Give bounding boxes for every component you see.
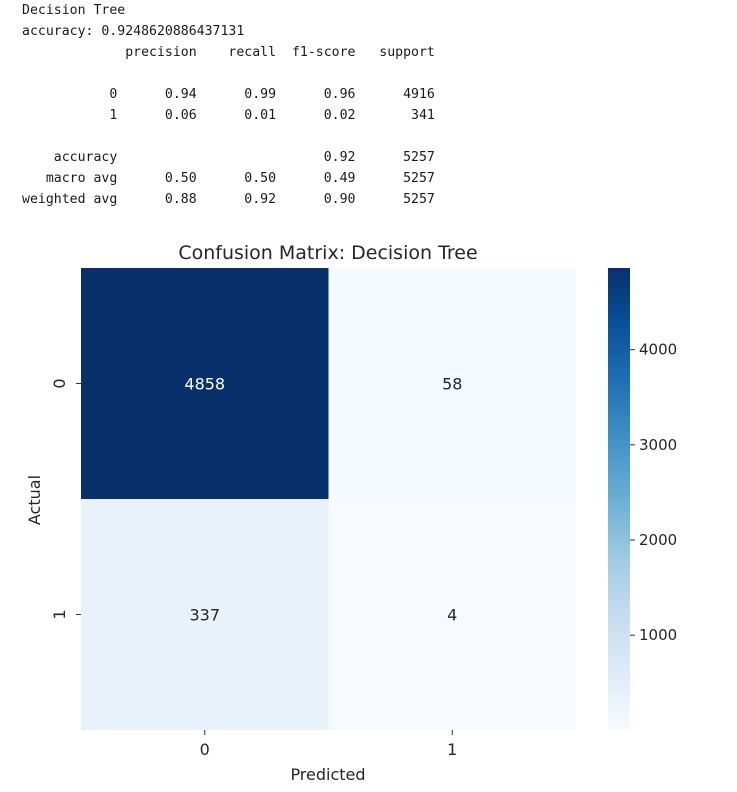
accuracy-line: accuracy: 0.9248620886437131 (22, 24, 245, 39)
y-tick-label: 0 (50, 378, 69, 388)
x-tick-label: 0 (200, 740, 210, 759)
heatmap-cell (81, 268, 329, 499)
axis-ticks: 0 1 0 1 (50, 378, 457, 759)
heatmap-cell (328, 268, 576, 499)
cell-value-label: 58 (442, 375, 462, 394)
x-tick-label: 1 (447, 740, 457, 759)
colorbar-tick-label: 1000 (639, 626, 677, 644)
cell-value-label: 337 (189, 606, 220, 625)
colorbar-tick-label: 2000 (639, 531, 677, 549)
heatmap-cell (328, 499, 576, 730)
chart-title: Confusion Matrix: Decision Tree (178, 242, 477, 264)
cell-value-label: 4858 (184, 375, 225, 394)
colorbar-ticks: 1000 2000 3000 4000 (630, 341, 677, 644)
colorbar-tick-label: 3000 (639, 436, 677, 454)
y-axis-label: Actual (25, 475, 44, 525)
x-axis-label: Predicted (290, 765, 365, 784)
y-tick-label: 1 (50, 609, 69, 619)
heatmap-cell (81, 499, 329, 730)
classification-report: Decision Tree accuracy: 0.92486208864371… (22, 0, 435, 210)
colorbar-tick-label: 4000 (639, 341, 677, 359)
heatmap-cells: 4858 58 337 4 (81, 268, 576, 730)
colorbar (608, 268, 630, 730)
confusion-matrix-chart: Confusion Matrix: Decision Tree 4858 58 33… (25, 242, 677, 784)
report-table: precision recall f1-score support 0 0.94… (22, 45, 435, 207)
cell-value-label: 4 (447, 606, 457, 625)
model-name-line: Decision Tree (22, 3, 126, 18)
